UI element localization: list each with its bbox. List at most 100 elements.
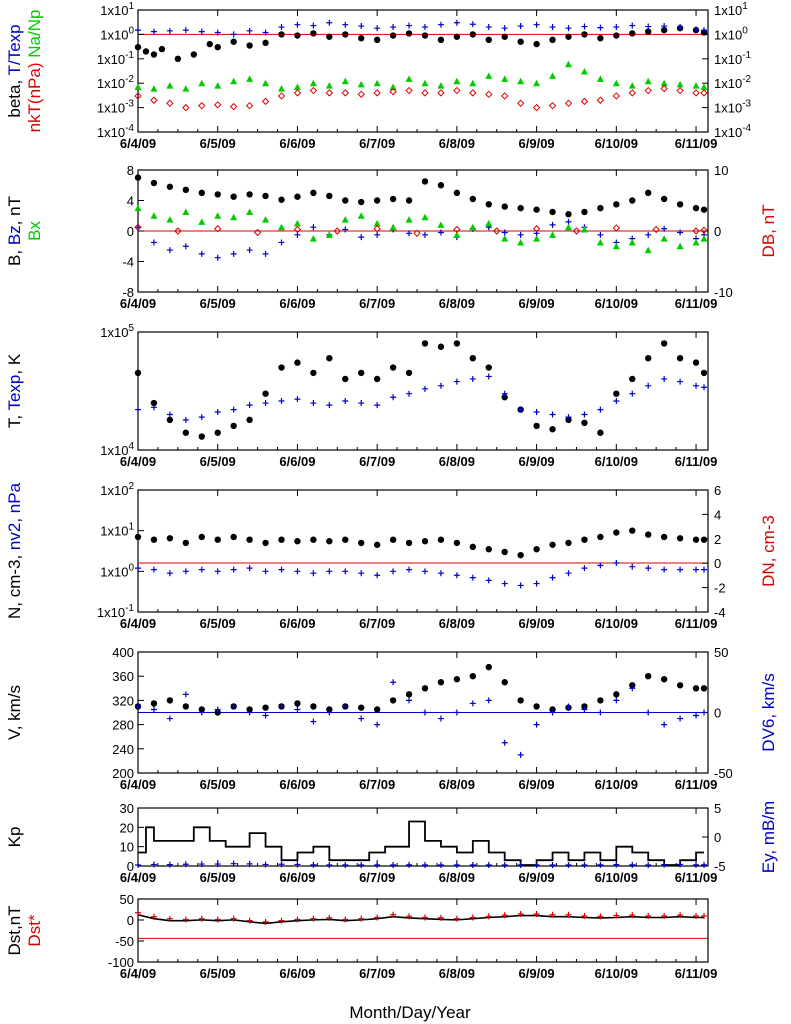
y2-tick-label: 1x10-2 xyxy=(714,74,752,91)
data-point xyxy=(700,369,708,377)
data-point xyxy=(246,75,254,82)
data-point xyxy=(325,82,333,89)
series-3 xyxy=(134,60,708,92)
data-point xyxy=(342,226,349,233)
data-point xyxy=(701,566,708,573)
data-point xyxy=(548,101,557,110)
data-point xyxy=(485,90,493,99)
data-point xyxy=(629,22,636,29)
data-point xyxy=(150,399,158,407)
data-point xyxy=(341,89,349,97)
y2-tick-label: 50 xyxy=(714,645,728,660)
x-tick-label: 6/4/09 xyxy=(120,870,156,885)
data-point xyxy=(581,208,588,216)
data-point xyxy=(358,570,365,577)
x-tick-label: 6/6/09 xyxy=(279,870,315,885)
series-3 xyxy=(134,204,708,254)
data-point xyxy=(262,29,269,36)
data-point xyxy=(246,706,253,713)
data-point xyxy=(246,27,253,34)
panel-6: 0 10 20 30 -5 0 5 6/4/09 6/5/09 6/6/09 6/7/09 6/8/0… xyxy=(5,801,778,885)
y-tick-label: 1x100 xyxy=(100,25,134,42)
data-point xyxy=(644,86,652,95)
panel-2: -8 -4 0 4 8 -10 0 10 6/4/09 6/5/09 6/6/09 6/7/09 6/8… xyxy=(5,163,778,311)
data-point xyxy=(701,912,708,919)
data-point xyxy=(214,536,221,543)
data-point xyxy=(326,568,333,575)
data-point xyxy=(565,211,572,218)
data-point xyxy=(645,23,652,30)
data-point xyxy=(293,219,301,227)
panel-frame xyxy=(137,9,709,133)
data-point xyxy=(612,242,620,250)
data-point xyxy=(278,536,285,543)
x-tick-label: 6/4/09 xyxy=(120,616,156,631)
data-point xyxy=(357,80,365,88)
data-point xyxy=(676,535,684,542)
data-point xyxy=(613,529,620,536)
y-tick-label: 8 xyxy=(127,163,134,178)
data-point xyxy=(437,343,445,350)
data-point xyxy=(182,861,189,868)
data-point xyxy=(437,715,444,722)
data-point xyxy=(676,354,684,362)
data-point xyxy=(644,77,652,85)
data-point xyxy=(421,385,428,392)
data-point xyxy=(581,565,588,572)
data-point xyxy=(310,536,317,543)
data-point xyxy=(613,912,620,919)
data-point xyxy=(214,191,221,198)
y2-tick-label: 0 xyxy=(714,830,721,845)
data-point xyxy=(405,216,413,223)
data-point xyxy=(693,861,700,868)
data-point xyxy=(469,862,476,868)
data-point xyxy=(613,691,620,698)
data-point xyxy=(278,196,285,203)
kp-step-line xyxy=(138,820,705,866)
x-tick-label: 6/8/09 xyxy=(439,966,475,981)
data-point xyxy=(517,551,524,559)
y2-tick-label: 2 xyxy=(714,532,721,547)
y-tick-label: 1x104 xyxy=(100,441,134,458)
data-point xyxy=(421,340,429,347)
y-tick-label: 1x105 xyxy=(100,323,134,340)
x-tick-label: 6/7/09 xyxy=(359,870,395,885)
data-point xyxy=(581,536,588,543)
data-point xyxy=(406,390,413,397)
y2-tick-label: -50 xyxy=(714,766,733,781)
data-point xyxy=(533,40,540,48)
data-point xyxy=(645,912,652,919)
data-point xyxy=(517,38,524,45)
data-point xyxy=(549,208,556,216)
data-point xyxy=(278,703,285,710)
data-point xyxy=(693,912,700,919)
data-point xyxy=(326,706,333,713)
series-2 xyxy=(135,860,708,868)
data-point xyxy=(310,718,317,725)
data-point xyxy=(485,663,492,671)
data-point xyxy=(150,861,157,868)
data-point xyxy=(517,910,524,917)
data-point xyxy=(294,396,301,403)
data-point xyxy=(612,92,621,100)
data-point xyxy=(453,189,461,197)
data-point xyxy=(437,862,444,868)
data-point xyxy=(453,572,460,579)
data-point xyxy=(262,250,269,257)
data-point xyxy=(501,92,509,100)
data-point xyxy=(485,36,492,44)
data-point xyxy=(493,227,501,235)
data-point xyxy=(182,429,190,436)
data-point xyxy=(214,101,222,109)
data-point xyxy=(533,721,540,728)
data-point xyxy=(453,915,460,922)
data-point xyxy=(405,30,413,37)
data-point xyxy=(230,406,237,413)
data-point xyxy=(406,913,413,920)
panel-7: -100 -50 0 50 6/4/09 6/5/09 6/6/09 6/7/09 6/8/09… xyxy=(5,892,717,981)
y-tick-label: -50 xyxy=(115,934,134,949)
data-point xyxy=(501,75,509,82)
series-1 xyxy=(138,820,705,866)
data-point xyxy=(677,378,684,385)
